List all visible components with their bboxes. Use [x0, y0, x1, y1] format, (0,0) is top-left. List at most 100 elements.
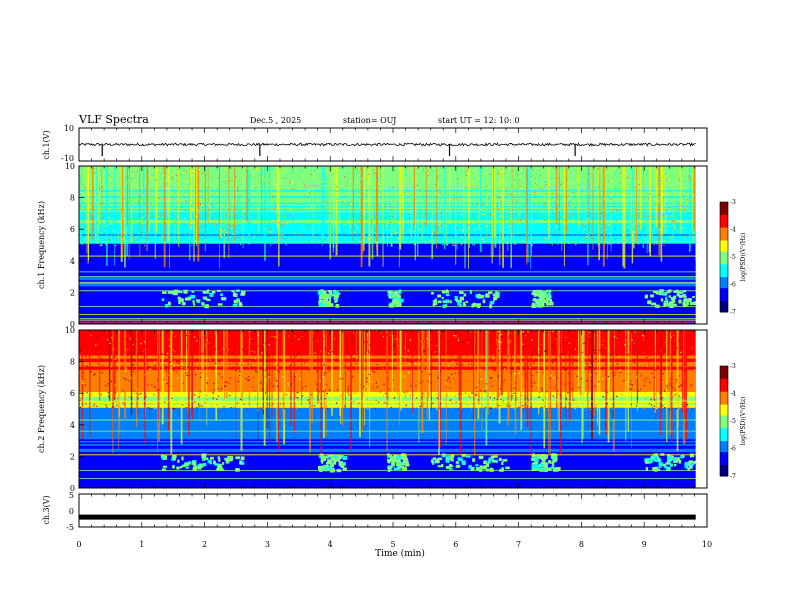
chorus-burst-0 — [167, 301, 171, 305]
colorbar-step — [720, 216, 728, 219]
spec-speckle — [599, 224, 601, 226]
sferic-streak — [227, 166, 230, 230]
spec-speckle — [324, 215, 326, 217]
spec-speckle — [322, 237, 324, 240]
spec-speckle — [313, 176, 315, 178]
chorus-burst-5 — [660, 298, 664, 302]
spec-speckle — [240, 363, 242, 365]
spec-speckle — [673, 334, 675, 337]
spec-speckle — [402, 237, 404, 239]
spec-speckle — [441, 198, 443, 200]
spec-speckle — [392, 384, 394, 386]
sferic-streak — [199, 330, 201, 422]
spec-speckle — [473, 191, 475, 193]
spec-speckle — [686, 337, 688, 339]
spec-speckle — [518, 368, 520, 370]
spec-speckle — [151, 384, 153, 386]
chorus-burst-3 — [448, 465, 454, 468]
spec-speckle — [218, 347, 220, 349]
spec-speckle — [200, 213, 202, 216]
spec-speckle — [489, 173, 491, 176]
spec-speckle — [468, 336, 470, 338]
spec-speckle — [321, 193, 323, 196]
spec-speckle — [166, 383, 168, 385]
spec-speckle — [209, 368, 211, 370]
sferic-streak — [382, 166, 384, 267]
spec-speckle — [480, 187, 482, 189]
sferic-streak — [555, 166, 558, 224]
spec-speckle — [381, 212, 383, 214]
spec-speckle — [438, 224, 440, 226]
chorus-burst-5 — [662, 463, 667, 467]
spec-speckle — [96, 222, 99, 224]
chorus-burst-0 — [224, 457, 229, 461]
chorus-burst-0 — [161, 298, 165, 302]
spec-speckle — [593, 207, 595, 209]
spec-speckle — [531, 244, 533, 246]
spec-speckle — [226, 206, 228, 208]
spec-speckle — [371, 372, 373, 374]
spec-speckle — [567, 178, 569, 180]
spec-speckle — [132, 343, 134, 346]
sferic-streak — [565, 166, 568, 234]
spec-speckle — [226, 182, 228, 185]
sferic-streak — [187, 330, 190, 436]
spec-speckle — [521, 404, 524, 407]
spec-speckle — [609, 224, 611, 226]
spec-speckle — [235, 369, 237, 372]
chorus-burst-1 — [320, 456, 326, 461]
spec-speckle — [265, 381, 268, 383]
sferic-streak — [293, 330, 296, 434]
spec-speckle — [265, 349, 267, 351]
spec-speckle — [455, 207, 457, 209]
spec-speckle — [201, 173, 204, 175]
spec-speckle — [681, 371, 684, 373]
spec-speckle — [309, 338, 311, 341]
spec-speckle — [512, 210, 514, 213]
spec-speckle — [502, 400, 504, 403]
spec-speckle — [179, 370, 182, 372]
colorbar-step — [720, 421, 728, 424]
spec-speckle — [110, 350, 112, 353]
colorbar-step — [720, 446, 728, 449]
spec-speckle — [495, 182, 497, 184]
spec-speckle — [196, 407, 198, 409]
spec-speckle — [506, 194, 508, 196]
spec-speckle — [320, 187, 323, 189]
spec-speckle — [111, 183, 113, 185]
spec-speckle — [694, 184, 697, 186]
spec-speckle — [366, 331, 368, 333]
chorus-burst-1 — [331, 294, 336, 297]
spec-speckle — [260, 180, 262, 182]
spec-speckle — [174, 360, 176, 362]
spec-speckle — [322, 182, 324, 185]
spec-speckle — [603, 209, 605, 211]
spec-speckle — [335, 198, 337, 200]
spec-speckle — [510, 177, 512, 180]
spec-speckle — [557, 201, 559, 203]
spec-speckle — [424, 340, 427, 342]
spec-speckle — [315, 330, 317, 332]
spec-speckle — [159, 177, 162, 179]
spec-speckle — [380, 188, 382, 190]
spec-speckle — [590, 237, 592, 239]
spec-speckle — [437, 356, 439, 358]
spec-speckle — [228, 366, 230, 368]
spec-speckle — [598, 186, 600, 188]
spec-speckle — [158, 216, 160, 218]
spec-speckle — [323, 377, 325, 379]
chorus-burst-5 — [684, 296, 687, 299]
spec-speckle — [122, 217, 125, 220]
spec-speckle — [186, 220, 188, 222]
spec-speckle — [354, 208, 356, 210]
spec-speckle — [129, 338, 131, 340]
spec-speckle — [284, 205, 287, 207]
spec-speckle — [633, 361, 635, 364]
colorbar-step — [720, 280, 728, 284]
spec-speckle — [88, 359, 90, 361]
spec-speckle — [605, 349, 607, 351]
spec-speckle — [410, 385, 412, 387]
spec-speckle — [300, 169, 302, 171]
spec-speckle — [504, 379, 506, 381]
spec-speckle — [484, 333, 487, 335]
